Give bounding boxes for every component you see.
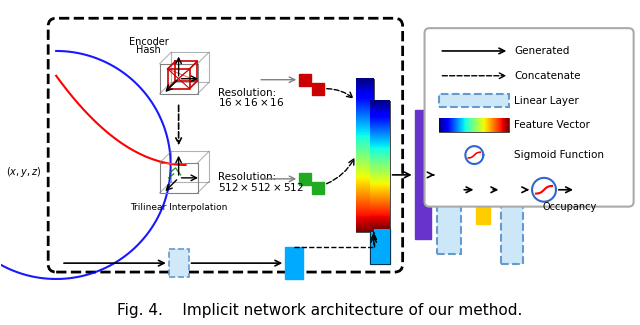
Bar <box>169 249 189 277</box>
Text: Encoder: Encoder <box>129 37 168 47</box>
Text: Feature Vector: Feature Vector <box>514 120 590 130</box>
Text: $512 \times 512 \times 512$: $512 \times 512 \times 512$ <box>218 181 304 193</box>
Bar <box>370 229 390 264</box>
Bar <box>356 79 374 232</box>
Bar <box>312 182 324 194</box>
Text: Sigmoid Function: Sigmoid Function <box>514 150 604 160</box>
Text: Occupancy: Occupancy <box>543 202 597 212</box>
Text: $(x, y, z)$: $(x, y, z)$ <box>6 165 42 179</box>
Text: Resolution:: Resolution: <box>218 172 276 182</box>
FancyBboxPatch shape <box>424 28 634 207</box>
Bar <box>501 155 523 264</box>
Bar <box>285 247 303 279</box>
Bar <box>415 111 431 239</box>
Bar <box>438 115 461 254</box>
Text: Concatenate: Concatenate <box>514 71 580 81</box>
Text: Resolution:: Resolution: <box>218 87 276 98</box>
Bar <box>576 183 590 197</box>
Text: Hash: Hash <box>136 45 161 55</box>
Text: Fig. 4.    Implicit network architecture of our method.: Fig. 4. Implicit network architecture of… <box>117 303 523 318</box>
Bar <box>476 155 490 225</box>
Text: Trilinear Interpolation: Trilinear Interpolation <box>130 202 227 212</box>
Bar <box>299 173 311 185</box>
Text: $16 \times 16 \times 16$: $16 \times 16 \times 16$ <box>218 97 285 109</box>
Bar <box>312 83 324 95</box>
Bar <box>370 100 390 264</box>
Text: Generated: Generated <box>514 46 570 56</box>
Bar <box>440 94 509 108</box>
Bar <box>299 74 311 86</box>
Text: Linear Layer: Linear Layer <box>514 96 579 106</box>
Bar <box>440 118 509 132</box>
